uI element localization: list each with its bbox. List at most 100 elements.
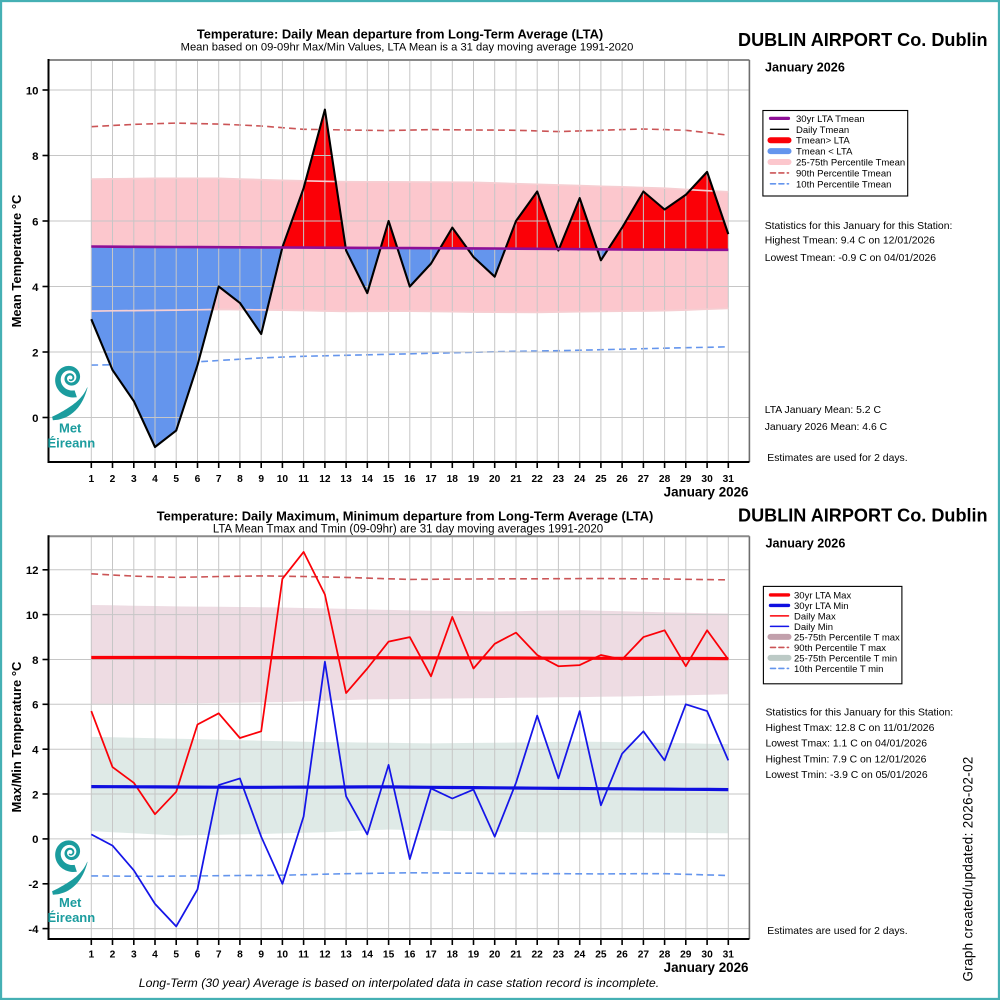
svg-text:0: 0 (32, 834, 38, 846)
svg-text:9: 9 (258, 474, 264, 485)
svg-text:7: 7 (216, 949, 222, 960)
svg-text:10th Percentile Tmean: 10th Percentile Tmean (796, 179, 891, 190)
svg-text:6: 6 (32, 700, 38, 712)
svg-text:Highest Tmin: 7.9 C on 12/01/2: Highest Tmin: 7.9 C on 12/01/2026 (766, 754, 927, 765)
svg-text:25: 25 (595, 474, 607, 485)
svg-text:10th Percentile T min: 10th Percentile T min (794, 664, 883, 675)
svg-text:12: 12 (319, 949, 331, 960)
svg-text:31: 31 (723, 474, 735, 485)
svg-text:January 2026: January 2026 (664, 485, 749, 500)
svg-text:25-75th Percentile Tmean: 25-75th Percentile Tmean (796, 158, 905, 169)
svg-text:Daily Min: Daily Min (794, 622, 833, 633)
svg-text:3: 3 (131, 474, 137, 485)
svg-text:2: 2 (32, 789, 38, 801)
svg-text:4: 4 (32, 282, 39, 294)
svg-text:30: 30 (701, 949, 713, 960)
svg-text:Temperature: Daily Maximum, Mi: Temperature: Daily Maximum, Minimum depa… (157, 508, 654, 523)
svg-text:10: 10 (277, 474, 289, 485)
svg-text:2: 2 (110, 474, 116, 485)
svg-text:25-75th Percentile T min: 25-75th Percentile T min (794, 653, 897, 664)
svg-text:16: 16 (404, 949, 416, 960)
svg-text:4: 4 (152, 949, 158, 960)
svg-text:Éireann: Éireann (48, 436, 96, 451)
svg-text:6: 6 (195, 949, 201, 960)
svg-text:11: 11 (298, 949, 309, 960)
svg-text:6: 6 (195, 474, 201, 485)
svg-text:23: 23 (553, 474, 565, 485)
svg-text:17: 17 (425, 949, 437, 960)
svg-text:20: 20 (489, 474, 501, 485)
svg-text:Long-Term (30 year) Average is: Long-Term (30 year) Average is based on … (139, 976, 659, 990)
svg-text:Temperature: Daily Mean depart: Temperature: Daily Mean departure from L… (197, 27, 603, 42)
svg-text:LTA Mean Tmax and Tmin (09-09h: LTA Mean Tmax and Tmin (09-09hr) are 31 … (213, 523, 603, 535)
svg-text:LTA January Mean: 5.2 C: LTA January Mean: 5.2 C (765, 405, 882, 416)
svg-text:January 2026: January 2026 (766, 537, 846, 551)
svg-text:21: 21 (510, 949, 522, 960)
svg-text:29: 29 (680, 949, 692, 960)
svg-text:3: 3 (131, 949, 137, 960)
svg-text:Lowest Tmean: -0.9 C on 04/01/: Lowest Tmean: -0.9 C on 04/01/2026 (765, 253, 937, 264)
svg-text:Met: Met (59, 895, 82, 910)
svg-text:17: 17 (425, 474, 437, 485)
svg-text:Statistics for this January fo: Statistics for this January for this Sta… (765, 221, 953, 232)
svg-text:21: 21 (510, 474, 522, 485)
svg-text:90th Percentile Tmean: 90th Percentile Tmean (796, 168, 891, 179)
svg-text:1: 1 (88, 474, 94, 485)
svg-text:10: 10 (277, 949, 289, 960)
svg-text:27: 27 (638, 474, 650, 485)
svg-text:Statistics for this January fo: Statistics for this January for this Sta… (766, 708, 954, 719)
svg-text:27: 27 (638, 949, 650, 960)
svg-text:28: 28 (659, 949, 671, 960)
svg-text:January 2026: January 2026 (664, 960, 749, 975)
svg-text:25-75th Percentile T max: 25-75th Percentile T max (794, 632, 900, 643)
svg-text:Éireann: Éireann (48, 910, 96, 925)
svg-text:8: 8 (237, 949, 243, 960)
svg-text:Lowest Tmin: -3.9 C on 05/01/2: Lowest Tmin: -3.9 C on 05/01/2026 (766, 770, 928, 781)
svg-text:DUBLIN AIRPORT Co. Dublin: DUBLIN AIRPORT Co. Dublin (738, 30, 988, 50)
svg-text:Max/Min Temperature °C: Max/Min Temperature °C (9, 661, 24, 812)
svg-text:Mean Temperature °C: Mean Temperature °C (9, 194, 24, 327)
svg-text:7: 7 (216, 474, 222, 485)
svg-text:22: 22 (532, 474, 544, 485)
svg-text:Highest Tmax: 12.8 C on 11/01/: Highest Tmax: 12.8 C on 11/01/2026 (766, 723, 935, 734)
svg-text:20: 20 (489, 949, 501, 960)
svg-text:24: 24 (574, 949, 586, 960)
svg-text:26: 26 (616, 474, 628, 485)
svg-text:18: 18 (447, 474, 459, 485)
svg-text:15: 15 (383, 949, 395, 960)
svg-text:Highest Tmean: 9.4 C on 12/01/: Highest Tmean: 9.4 C on 12/01/2026 (765, 236, 935, 247)
svg-text:DUBLIN AIRPORT Co. Dublin: DUBLIN AIRPORT Co. Dublin (738, 506, 988, 526)
svg-text:90th Percentile T max: 90th Percentile T max (794, 643, 886, 654)
svg-text:2: 2 (32, 347, 38, 359)
svg-text:1: 1 (88, 949, 94, 960)
svg-text:January 2026 Mean: 4.6 C: January 2026 Mean: 4.6 C (765, 422, 888, 433)
svg-text:24: 24 (574, 474, 586, 485)
svg-text:0: 0 (32, 413, 38, 425)
svg-text:-4: -4 (28, 924, 39, 936)
svg-text:13: 13 (340, 949, 352, 960)
svg-text:30: 30 (701, 474, 713, 485)
svg-text:8: 8 (237, 474, 243, 485)
svg-text:23: 23 (553, 949, 565, 960)
svg-text:-2: -2 (28, 879, 38, 891)
svg-text:19: 19 (468, 949, 480, 960)
svg-text:6: 6 (32, 216, 38, 228)
svg-text:9: 9 (258, 949, 264, 960)
svg-text:30yr LTA Tmean: 30yr LTA Tmean (796, 114, 865, 125)
svg-text:Daily Tmean: Daily Tmean (796, 125, 849, 136)
svg-text:8: 8 (32, 655, 38, 667)
svg-text:5: 5 (173, 949, 179, 960)
svg-text:31: 31 (723, 949, 735, 960)
svg-text:30yr LTA Min: 30yr LTA Min (794, 601, 849, 612)
svg-text:Lowest Tmax: 1.1 C on 04/01/20: Lowest Tmax: 1.1 C on 04/01/2026 (766, 739, 928, 750)
svg-text:8: 8 (32, 151, 38, 163)
svg-text:22: 22 (532, 949, 544, 960)
svg-text:10: 10 (26, 610, 39, 622)
svg-text:5: 5 (173, 474, 179, 485)
svg-text:Estimates are used for 2 days.: Estimates are used for 2 days. (767, 453, 907, 464)
svg-text:10: 10 (26, 85, 39, 97)
svg-text:2: 2 (110, 949, 116, 960)
svg-text:Met: Met (59, 421, 82, 436)
svg-text:18: 18 (447, 949, 459, 960)
svg-text:26: 26 (616, 949, 628, 960)
